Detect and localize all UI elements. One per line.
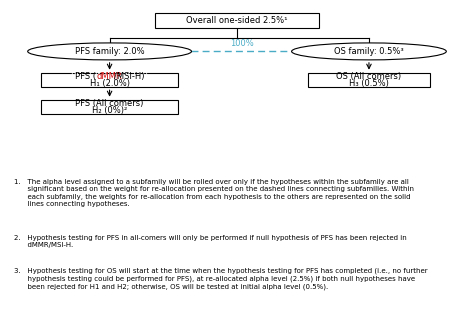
Bar xyxy=(41,100,178,114)
Text: PFS family: 2.0%: PFS family: 2.0% xyxy=(75,47,145,56)
Bar xyxy=(308,72,430,87)
Text: H₂ (0%)²: H₂ (0%)² xyxy=(92,106,127,115)
Text: OS (All comers): OS (All comers) xyxy=(337,72,401,81)
Bar xyxy=(155,13,319,28)
Text: 1.   The alpha level assigned to a subfamily will be rolled over only if the hyp: 1. The alpha level assigned to a subfami… xyxy=(14,179,414,207)
Text: PFS (dMMR/MSI-H): PFS (dMMR/MSI-H) xyxy=(71,72,148,81)
Text: 2.   Hypothesis testing for PFS in all-comers will only be performed if null hyp: 2. Hypothesis testing for PFS in all-com… xyxy=(14,235,407,248)
Ellipse shape xyxy=(27,43,191,60)
Text: 100%: 100% xyxy=(230,39,254,48)
Text: dMMR: dMMR xyxy=(97,72,122,81)
Text: H₁ (2.0%): H₁ (2.0%) xyxy=(90,79,129,88)
Text: Overall one-sided 2.5%¹: Overall one-sided 2.5%¹ xyxy=(186,16,288,25)
Text: PFS (: PFS ( xyxy=(75,72,96,81)
Ellipse shape xyxy=(292,43,447,60)
Text: H₃ (0.5%): H₃ (0.5%) xyxy=(349,79,389,88)
Text: 3.   Hypothesis testing for OS will start at the time when the hypothesis testin: 3. Hypothesis testing for OS will start … xyxy=(14,267,428,290)
Text: /MSI-H): /MSI-H) xyxy=(114,72,145,81)
Text: PFS (All comers): PFS (All comers) xyxy=(75,99,144,108)
Text: OS family: 0.5%³: OS family: 0.5%³ xyxy=(334,47,404,56)
Bar xyxy=(41,72,178,87)
